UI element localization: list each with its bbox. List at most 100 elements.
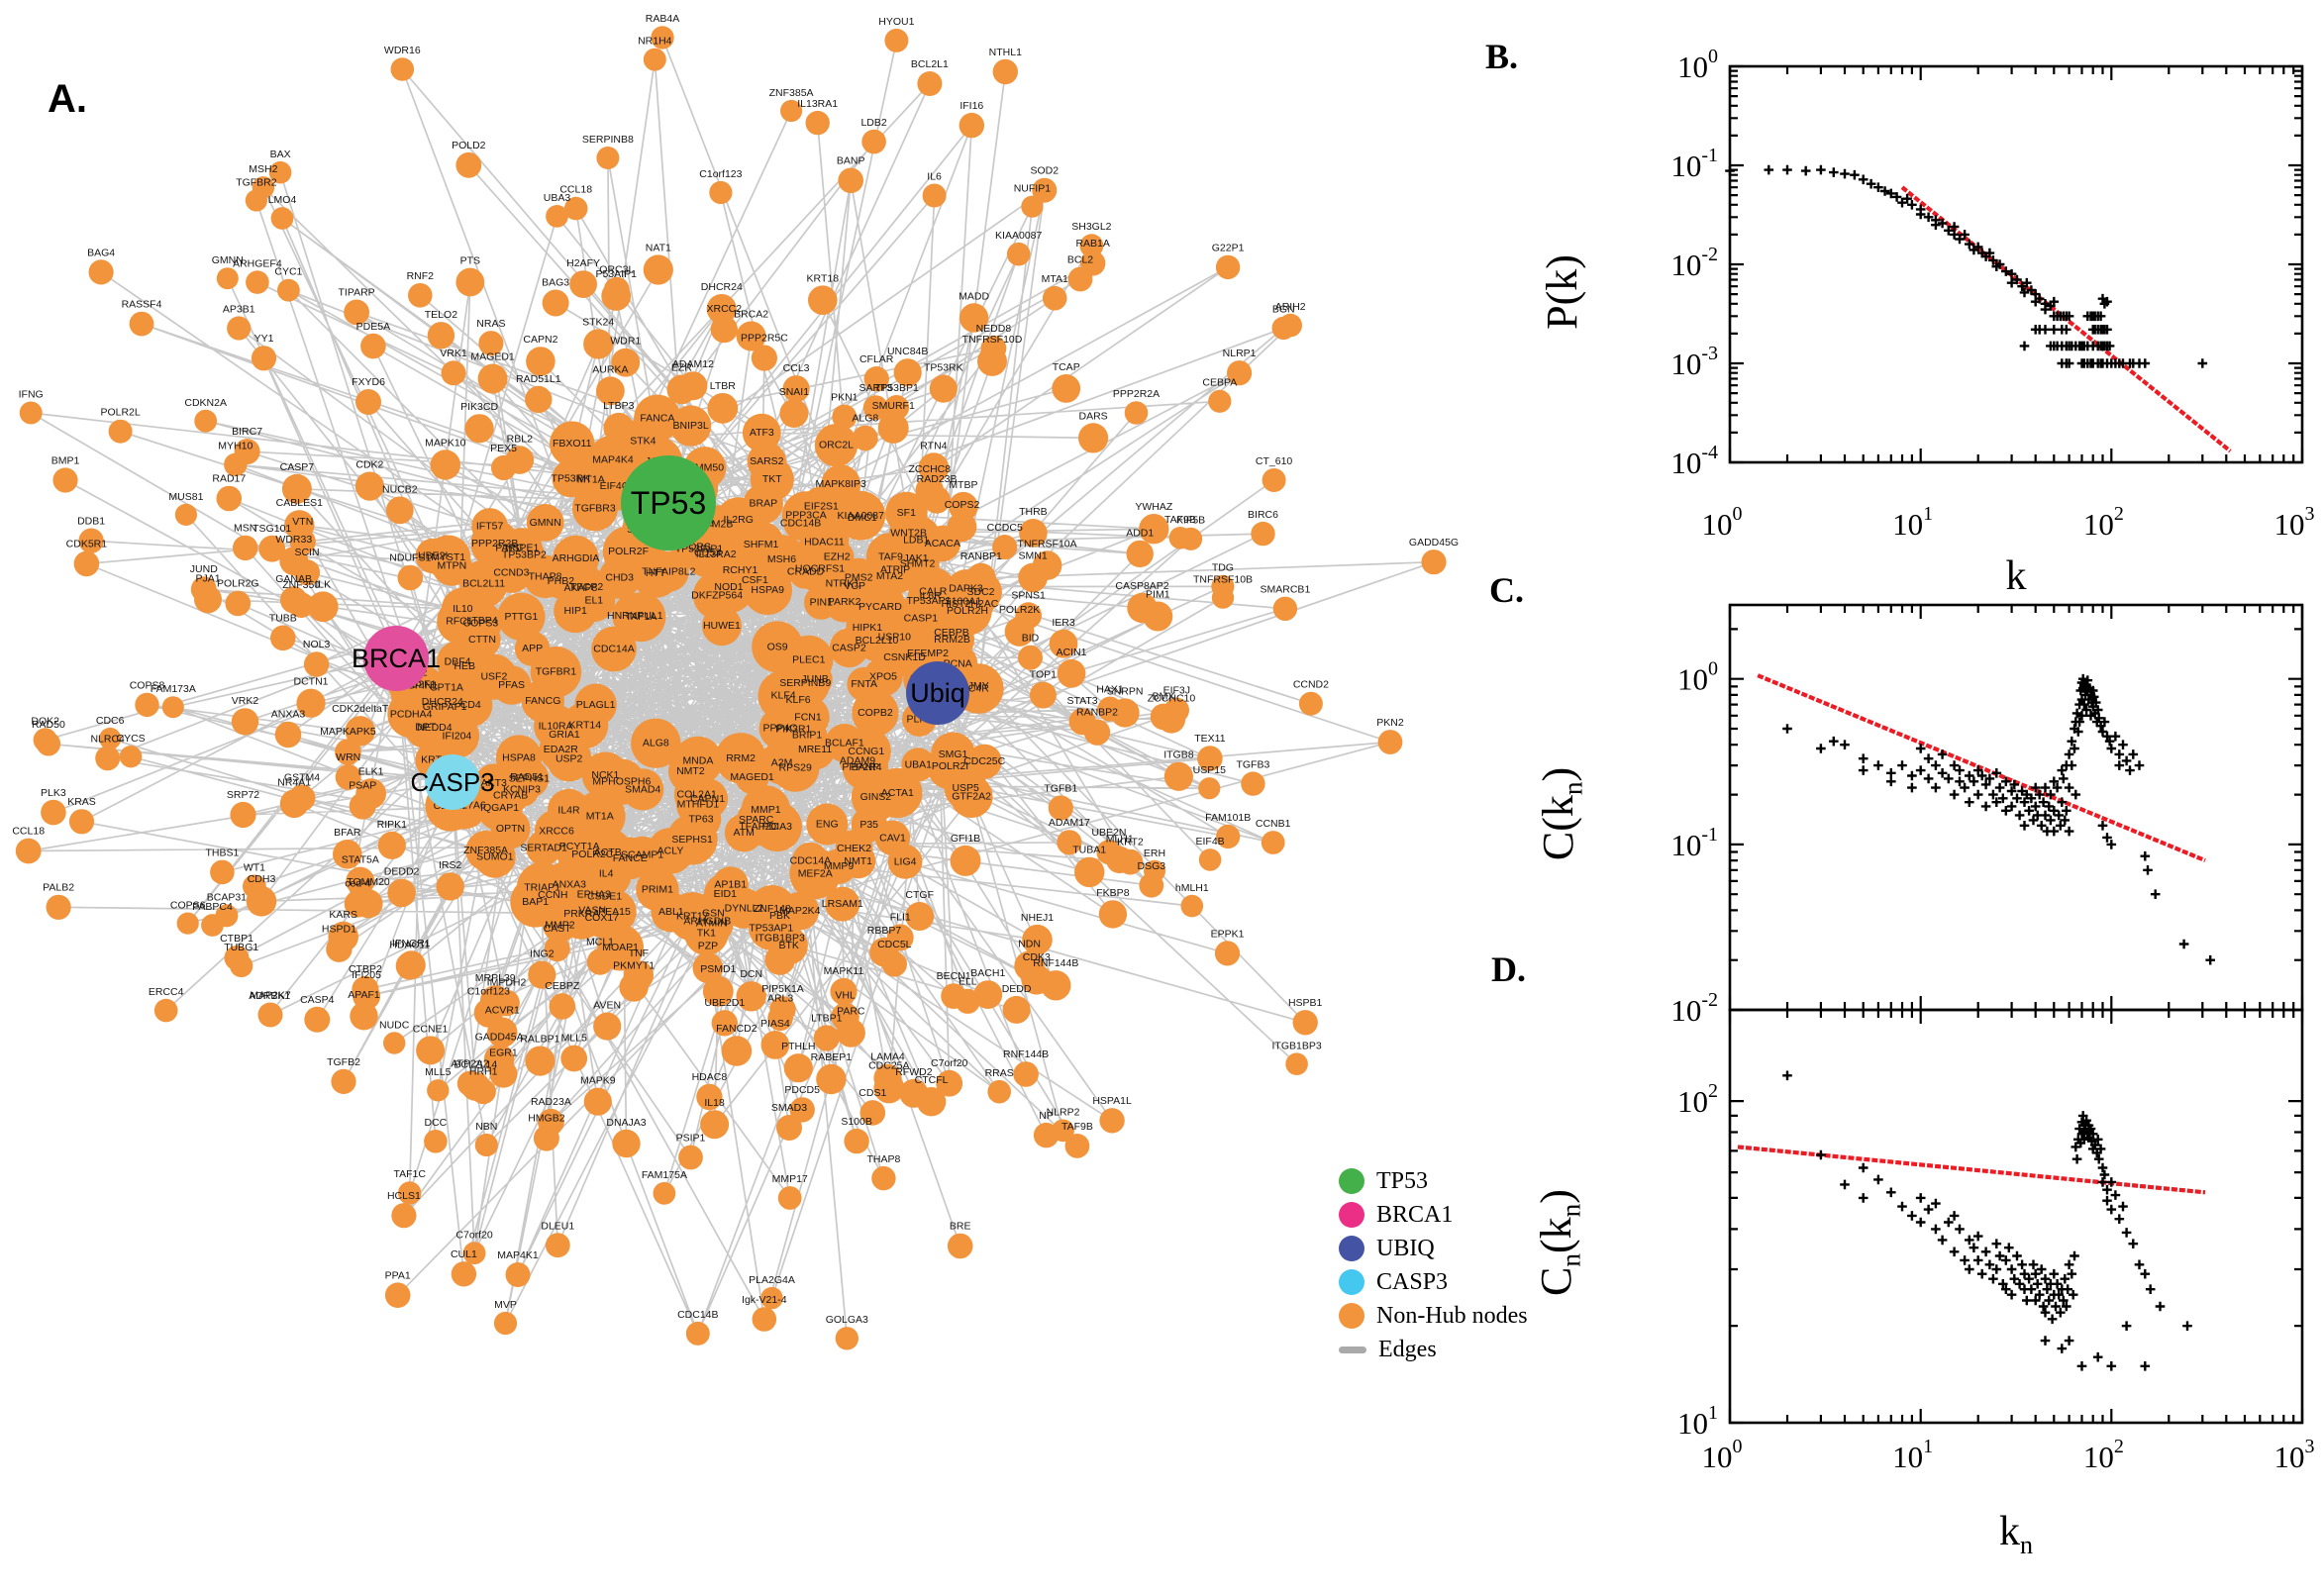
gene-node-label: PTTG1 [504, 611, 538, 623]
gene-node-label: GRIPAP1 [423, 701, 467, 713]
gene-node-label: TP53AP1 [907, 595, 952, 607]
gene-node-label: STAT3 [1067, 695, 1098, 707]
gene-node [1019, 519, 1048, 548]
gene-node-label: TSG101 [252, 523, 291, 535]
gene-node [863, 366, 889, 392]
gene-node-label: ATRIP [880, 563, 910, 575]
gene-node [869, 937, 899, 967]
gene-node-label: SF1 [897, 507, 916, 519]
gene-node [1013, 1061, 1039, 1087]
gene-node [1098, 900, 1128, 929]
gene-node-label: CTTN [468, 634, 496, 646]
gene-node [907, 573, 954, 619]
gene-node-label: CCL18 [559, 184, 592, 196]
gene-node-label: SPARC [739, 814, 774, 826]
gene-node [119, 746, 143, 768]
gene-node [129, 311, 154, 337]
gene-node-label: BECN1 [937, 970, 971, 982]
gene-node-label: HIPK1 [853, 622, 883, 634]
gene-node [893, 358, 922, 387]
gene-node-label: PTHLH [781, 1041, 815, 1052]
gene-node-label: PPP2R2A [1113, 388, 1160, 400]
gene-node-label: RALBP1 [520, 1034, 559, 1046]
gene-node-label: BCL2 [1067, 254, 1093, 266]
gene-node-label: ELK1 [358, 765, 384, 777]
gene-node-label: LTBP3 [603, 400, 634, 412]
gene-node [623, 960, 655, 991]
gene-node-label: GINS2 [860, 791, 892, 803]
gene-node-label: BCL2L14 [454, 1059, 497, 1071]
gene-node-label: PEX5 [490, 443, 517, 454]
gene-node [99, 727, 122, 750]
gene-node [767, 1005, 793, 1032]
gene-node-label: CTBP1 [220, 933, 253, 945]
gene-node-label: PSMD1 [700, 963, 736, 975]
gene-node-label: HDAC11 [804, 536, 845, 548]
gene-node [1215, 254, 1241, 280]
gene-node-label: FANCA [640, 412, 674, 424]
gene-node-label: POLR2C [571, 848, 613, 860]
gene-node-label: CCL18 [12, 826, 45, 838]
gene-node [215, 904, 239, 928]
gene-node-label: CABLES1 [276, 497, 323, 509]
gene-node [505, 1262, 531, 1287]
gene-node-label: TAF9 [878, 551, 903, 563]
gene-node-label: RIPK1 [377, 819, 408, 831]
gene-node-label: ANXA3 [553, 879, 587, 891]
gene-node-label: POLR2F [608, 546, 649, 557]
gene-node-label: RNF144B [1003, 1048, 1049, 1060]
gene-node-label: LAMA4 [870, 1051, 905, 1063]
gene-node-label: EID1 [714, 888, 738, 900]
gene-node-label: RNF144B [1033, 957, 1078, 969]
gene-node [234, 439, 260, 465]
gene-node-label: KARS [329, 909, 357, 921]
gene-node-label: CDH3 [248, 873, 276, 885]
gene-node-label: ACIN1 [1057, 647, 1087, 658]
gene-node [707, 393, 739, 424]
axis-ticks [1728, 64, 2304, 464]
gene-node-label: PCYT1A [559, 841, 600, 852]
gene-node-label: AKT3 [481, 777, 507, 789]
gene-node-label: STK4 [630, 436, 656, 448]
gene-node [791, 842, 829, 879]
gene-node-label: TNFRSF10A [1018, 538, 1077, 549]
gene-node [549, 993, 576, 1020]
gene-node-label: TRIAP1 [524, 882, 560, 894]
gene-node-label: PDE5A [356, 321, 390, 333]
edge-swatch [1339, 1346, 1366, 1353]
gene-node [550, 421, 595, 466]
gene-node-label: C4R [968, 683, 989, 695]
gene-node-label: NRAS [476, 318, 505, 330]
gene-node [929, 374, 958, 403]
gene-node [1198, 848, 1222, 871]
gene-node-label: CDKN2A [184, 397, 227, 409]
gene-node [583, 1087, 612, 1116]
legend-label: TP53 [1376, 1167, 1429, 1194]
gene-node-label: GMNN [530, 517, 561, 529]
gene-node-label: UQCRFS1 [795, 563, 845, 575]
gene-node-label: NOD1 [714, 581, 743, 593]
gene-node-label: PLA2G4A [749, 1274, 795, 1286]
gene-node-label: ARHGDIB [683, 916, 731, 928]
gene-node-label: SART3 [858, 382, 892, 394]
gene-node-label: GANAB [275, 573, 312, 585]
gene-node-label: TNFAIP8L2 [642, 565, 695, 577]
gene-node-label: UBA3 [544, 192, 571, 204]
gene-node-label: UBE2N [1091, 827, 1126, 839]
gene-node-label: AVEN [593, 999, 621, 1011]
tick-label: 101 [1677, 1402, 1718, 1441]
gene-node [782, 375, 810, 403]
gene-node-label: UBE2D1 [704, 997, 745, 1009]
hub-node-tp53 [621, 455, 716, 550]
gene-node-label: FKBP8 [1096, 887, 1129, 899]
gene-node [230, 953, 253, 978]
gene-node-label: ERCC4 [149, 986, 184, 998]
gene-node [289, 529, 316, 555]
gene-node-label: SMN1 [1019, 550, 1048, 562]
gene-node-label: LMO4 [268, 194, 297, 206]
gene-node-label: IL10 [453, 603, 473, 615]
gene-node-label: DPT [415, 722, 437, 734]
gene-node [581, 751, 629, 799]
gene-node-label: SH3GL2 [1071, 221, 1111, 233]
